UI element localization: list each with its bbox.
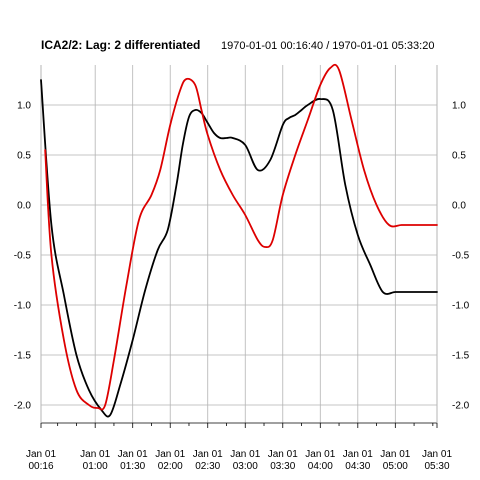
y-tick-label-left: -2.0 <box>14 401 32 412</box>
y-tick-label-right: -2.0 <box>452 401 470 412</box>
series-line-red <box>44 63 438 411</box>
x-tick-label-time: 01:00 <box>83 461 108 472</box>
x-tick-label-date: Jan 01 <box>380 449 410 460</box>
x-tick-label-time: 05:30 <box>424 461 449 472</box>
y-tick-label-right: 0.0 <box>452 201 466 212</box>
y-tick-label-right: -1.0 <box>452 301 470 312</box>
x-tick-label-date: Jan 01 <box>343 449 373 460</box>
x-tick-label-date: Jan 01 <box>80 449 110 460</box>
x-tick-label-time: 00:16 <box>28 461 53 472</box>
series-line-black <box>40 79 438 418</box>
series-layer <box>40 63 438 418</box>
x-tick-label-time: 05:00 <box>383 461 408 472</box>
x-tick-label-date: Jan 01 <box>230 449 260 460</box>
x-tick-label-date: Jan 01 <box>118 449 148 460</box>
x-tick-label-time: 02:00 <box>158 461 183 472</box>
grid-layer <box>40 65 438 423</box>
x-tick-label-time: 01:30 <box>120 461 145 472</box>
y-tick-label-right: -1.5 <box>452 351 470 362</box>
x-tick-label-date: Jan 01 <box>26 449 56 460</box>
y-tick-label-right: -0.5 <box>452 251 470 262</box>
y-tick-label-right: 1.0 <box>452 101 466 112</box>
y-tick-label-right: 0.5 <box>452 151 466 162</box>
axis-layer <box>40 65 438 428</box>
x-tick-label-date: Jan 01 <box>155 449 185 460</box>
x-tick-label-time: 02:30 <box>195 461 220 472</box>
y-tick-label-left: -1.5 <box>14 351 32 362</box>
y-tick-label-left: 0.0 <box>17 201 31 212</box>
x-tick-label-time: 04:00 <box>308 461 333 472</box>
x-tick-label-date: Jan 01 <box>422 449 452 460</box>
chart-time-range: 1970-01-01 00:16:40 / 1970-01-01 05:33:2… <box>221 40 434 52</box>
tick-label-layer: -2.0 -2.0 -1.5 -1.5 -1.0 -1.0 -0.5 -0.5 0.0 0.0 0.… <box>14 101 470 473</box>
x-tick-label-time: 03:00 <box>233 461 258 472</box>
x-tick-label-date: Jan 01 <box>193 449 223 460</box>
y-tick-label-left: 1.0 <box>17 101 31 112</box>
chart-title: ICA2/2: Lag: 2 differentiated <box>41 38 200 52</box>
x-tick-label-time: 03:30 <box>270 461 295 472</box>
x-tick-label-time: 04:30 <box>345 461 370 472</box>
y-tick-label-left: -0.5 <box>14 251 32 262</box>
y-tick-label-left: 0.5 <box>17 151 31 162</box>
x-tick-label-date: Jan 01 <box>268 449 298 460</box>
x-tick-label-date: Jan 01 <box>305 449 335 460</box>
y-tick-label-left: -1.0 <box>14 301 32 312</box>
